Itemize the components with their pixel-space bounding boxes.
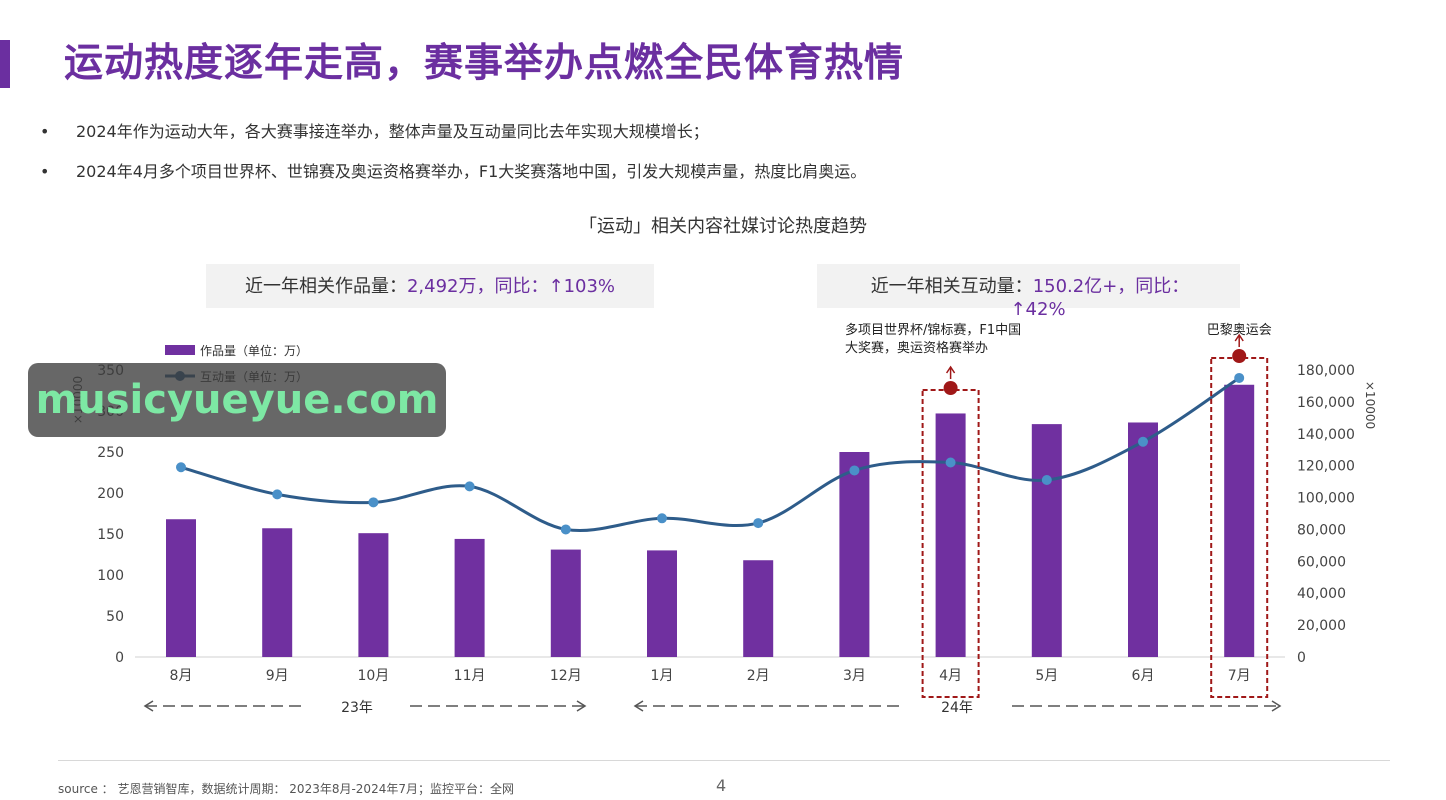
annotation-text-4月: 大奖赛，奥运资格赛举办 xyxy=(845,340,988,356)
year23-arrow-right-head xyxy=(576,700,587,712)
bar-5月 xyxy=(1031,424,1062,657)
legend-bar-label: 作品量（单位：万） xyxy=(200,343,308,358)
stat-engagement-label: 近一年相关互动量： xyxy=(871,276,1033,297)
highlight-arrow-head xyxy=(945,365,956,374)
bar-8月 xyxy=(166,519,196,657)
engagement-point-6月 xyxy=(1138,436,1148,447)
source-note: source ： 艺恩营销智库，数据统计周期： 2023年8月-2024年7月；… xyxy=(58,782,514,796)
engagement-point-11月 xyxy=(464,481,475,492)
x-tick-label: 3月 xyxy=(843,668,866,684)
engagement-point-8月 xyxy=(176,462,186,473)
year23-arrow-left-head xyxy=(143,700,154,712)
y-right-tick-label: 80,000 xyxy=(1297,522,1346,538)
y-left-tick-label: 100 xyxy=(97,568,124,584)
highlight-arrow-head xyxy=(1234,333,1244,342)
engagement-point-2月 xyxy=(753,518,764,529)
annotation-text-4月: 多项目世界杯/锦标赛，F1中国 xyxy=(845,322,1021,338)
x-tick-label: 1月 xyxy=(651,668,674,684)
engagement-point-10月 xyxy=(368,497,379,508)
bullet-item: • 2024年作为运动大年，各大赛事接连举办，整体声量及互动量同比去年实现大规模… xyxy=(40,120,1400,160)
annotation-text-7月: 巴黎奥运会 xyxy=(1207,323,1272,338)
engagement-point-3月 xyxy=(849,465,860,476)
bar-4月 xyxy=(935,413,966,657)
watermark-text: musicyueyue.com xyxy=(35,377,439,423)
y-right-tick-label: 100,000 xyxy=(1297,491,1355,507)
stat-works-value: 2,492万，同比：↑103% xyxy=(407,276,615,297)
bullet-dot: • xyxy=(40,162,50,181)
y-left-tick-label: 150 xyxy=(97,527,124,543)
chart-svg: 「运动」相关内容社媒讨论热度趋势近一年相关作品量：2,492万，同比：↑103%… xyxy=(71,216,1377,716)
x-tick-label: 12月 xyxy=(550,668,582,684)
highlight-marker-7月 xyxy=(1232,349,1247,363)
bar-11月 xyxy=(454,538,485,657)
x-tick-label: 10月 xyxy=(357,668,389,684)
y-left-tick-label: 200 xyxy=(97,486,124,502)
stat-works-label: 近一年相关作品量： xyxy=(245,276,407,297)
bar-12月 xyxy=(550,549,581,657)
footer-divider xyxy=(58,760,1390,761)
x-tick-label: 6月 xyxy=(1132,668,1155,684)
slide-title: 运动热度逐年走高，赛事举办点燃全民体育热情 xyxy=(64,41,905,86)
x-tick-label: 7月 xyxy=(1228,668,1251,684)
bar-7月 xyxy=(1224,384,1255,657)
x-tick-label: 9月 xyxy=(266,668,289,684)
y-right-tick-label: 180,000 xyxy=(1297,363,1355,379)
stat-engagement-growth: ↑42% xyxy=(1010,299,1065,320)
stat-engagement-text: 近一年相关互动量：150.2亿+，同比： xyxy=(871,276,1190,297)
y-right-tick-label: 0 xyxy=(1297,650,1306,666)
y-left-tick-label: 250 xyxy=(97,445,124,461)
engagement-point-12月 xyxy=(560,524,571,535)
x-tick-label: 2月 xyxy=(747,668,770,684)
year24-arrow-right-head xyxy=(1271,700,1282,712)
legend-bar-swatch xyxy=(165,345,195,355)
stat-works-text: 近一年相关作品量：2,492万，同比：↑103% xyxy=(245,276,615,297)
bar-3月 xyxy=(839,452,870,657)
chart-title: 「运动」相关内容社媒讨论热度趋势 xyxy=(579,216,867,237)
y-left-tick-label: 50 xyxy=(106,609,124,625)
y-left-tick-label: 0 xyxy=(115,650,124,666)
year-label-23: 23年 xyxy=(341,700,373,716)
bar-6月 xyxy=(1128,422,1158,657)
stat-box-engagement xyxy=(817,264,1240,308)
stat-engagement-value: 150.2亿+，同比： xyxy=(1033,276,1190,297)
year-label-24: 24年 xyxy=(941,700,973,716)
y-right-tick-label: 140,000 xyxy=(1297,427,1355,443)
bar-2月 xyxy=(743,560,774,657)
engagement-point-5月 xyxy=(1041,475,1052,486)
x-tick-label: 11月 xyxy=(454,668,486,684)
year24-arrow-left-head xyxy=(633,700,644,712)
y-right-axis-label: ×10000 xyxy=(1363,381,1377,429)
x-tick-label: 8月 xyxy=(170,668,193,684)
x-tick-label: 5月 xyxy=(1035,668,1058,684)
bar-10月 xyxy=(358,533,389,657)
bullet-dot: • xyxy=(40,122,50,141)
engagement-point-1月 xyxy=(657,513,667,524)
bar-9月 xyxy=(262,528,293,657)
y-right-tick-label: 120,000 xyxy=(1297,459,1355,475)
y-right-tick-label: 20,000 xyxy=(1297,618,1346,634)
y-right-tick-label: 160,000 xyxy=(1297,395,1355,411)
x-tick-label: 4月 xyxy=(939,668,962,684)
y-right-tick-label: 40,000 xyxy=(1297,586,1346,602)
engagement-point-9月 xyxy=(272,489,283,500)
bullet-text: 2024年作为运动大年，各大赛事接连举办，整体声量及互动量同比去年实现大规模增长… xyxy=(76,122,709,141)
bullet-item: • 2024年4月多个项目世界杯、世锦赛及奥运资格赛举办，F1大奖赛落地中国，引… xyxy=(40,160,1400,200)
title-accent-bar xyxy=(0,40,10,88)
bullet-list: • 2024年作为运动大年，各大赛事接连举办，整体声量及互动量同比去年实现大规模… xyxy=(40,120,1400,200)
bullet-text: 2024年4月多个项目世界杯、世锦赛及奥运资格赛举办，F1大奖赛落地中国，引发大… xyxy=(76,162,867,181)
bar-1月 xyxy=(647,550,677,657)
engagement-point-4月 xyxy=(945,457,956,468)
y-right-tick-label: 60,000 xyxy=(1297,554,1346,570)
stat-box-works xyxy=(206,264,654,308)
watermark: musicyueyue.com xyxy=(28,363,446,437)
page-number: 4 xyxy=(716,776,727,795)
highlight-marker-4月 xyxy=(943,381,958,395)
engagement-point-7月 xyxy=(1234,372,1245,383)
